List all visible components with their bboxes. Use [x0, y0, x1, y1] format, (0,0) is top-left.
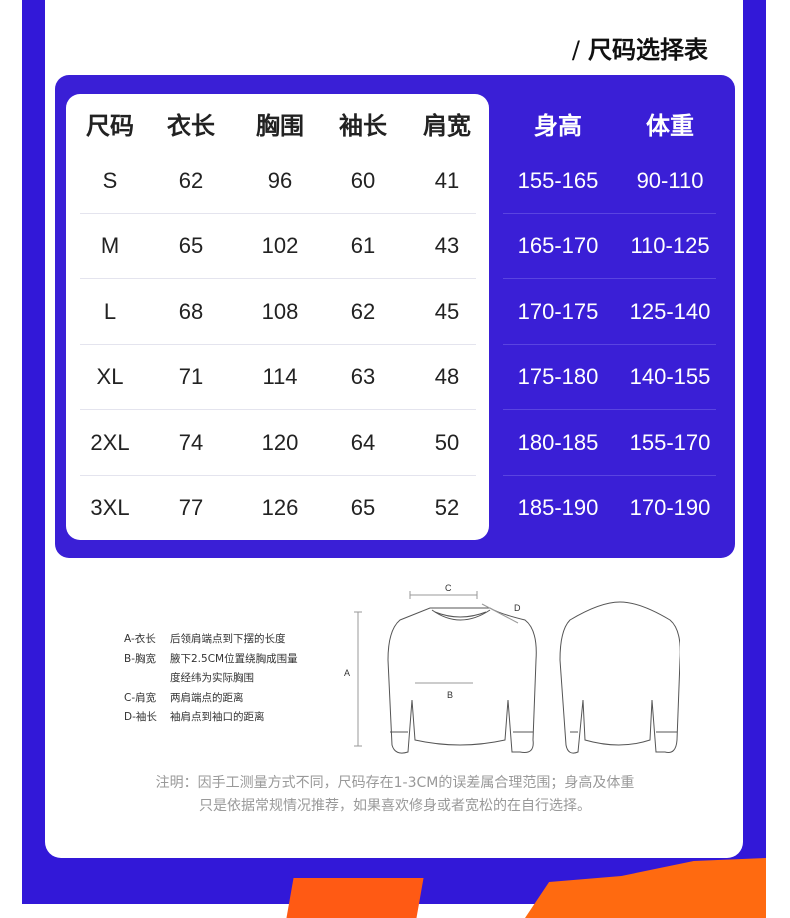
row-divider: [80, 409, 476, 411]
table-cell: 3XL: [90, 495, 130, 520]
table-cell: 64: [350, 429, 376, 455]
column-header: 胸围: [256, 112, 304, 140]
table-cell: 180-185: [517, 429, 599, 455]
table-cell: 170-190: [629, 495, 711, 520]
table-cell: 2XL: [90, 429, 130, 455]
row-divider: [80, 213, 476, 214]
table-cell: 52: [434, 495, 460, 520]
table-cell: 90-110: [636, 168, 704, 193]
table-cell: 68: [178, 298, 204, 324]
table-cell: 126: [261, 495, 299, 520]
column-header: 衣长: [167, 112, 215, 140]
row-divider: [503, 474, 716, 476]
column-header: 身高: [534, 112, 582, 140]
row-divider: [80, 474, 476, 476]
title-text: 尺码选择表: [588, 36, 708, 64]
legend-item: C-肩宽 两肩端点的距离: [124, 691, 244, 704]
label-a: A: [344, 668, 350, 678]
table-cell: L: [103, 298, 117, 324]
table-cell: 77: [178, 495, 204, 520]
row-divider: [503, 343, 716, 345]
row-divider: [80, 278, 476, 280]
legend-item: D-袖长 袖肩点到袖口的距离: [124, 711, 265, 723]
table-cell: 165-170: [517, 233, 599, 259]
table-cell: 155-170: [629, 429, 711, 455]
table-cell: 185-190: [517, 495, 599, 520]
note-line: 注明：因手工测量方式不同，尺码存在1-3CM的误差属合理范围；身高及体重: [155, 775, 635, 791]
table-cell: 65: [178, 233, 204, 259]
table-cell: 62: [178, 168, 204, 193]
legend-item: A-衣长 后领肩端点到下摆的长度: [124, 633, 286, 645]
column-header: 体重: [646, 112, 694, 140]
table-cell: 96: [267, 168, 293, 193]
legend-item: B-胸宽 腋下2.5CM位置绕胸成围量: [124, 652, 298, 665]
measurement-legend: A-衣长 后领肩端点到下摆的长度 B-胸宽 腋下2.5CM位置绕胸成围量 度经纬为实…: [124, 630, 298, 728]
footnote: 注明：因手工测量方式不同，尺码存在1-3CM的误差属合理范围；身高及体重 只是依…: [0, 772, 790, 818]
label-b: B: [447, 690, 453, 700]
column-header: 袖长: [339, 112, 387, 140]
table-cell: XL: [96, 364, 124, 390]
table-cell: 114: [262, 364, 298, 390]
page-title: / 尺码选择表: [571, 36, 708, 64]
table-cell: 170-175: [517, 298, 599, 324]
table-cell: 41: [434, 168, 460, 193]
table-cell: 50: [434, 429, 460, 455]
table-cell: 65: [350, 495, 376, 520]
size-table-main: [66, 94, 489, 540]
note-line: 只是依据常规情况推荐，如果喜欢修身或者宽松的在自行选择。: [199, 798, 591, 814]
column-header: 尺码: [86, 112, 134, 140]
column-header: 肩宽: [423, 112, 471, 140]
table-cell: 108: [261, 298, 299, 324]
table-cell: 60: [350, 168, 376, 193]
table-cell: M: [100, 233, 120, 259]
size-table: [55, 75, 735, 558]
table-cell: 71: [178, 364, 204, 390]
table-cell: 125-140: [629, 298, 711, 324]
shirt-diagram: A C D B: [344, 583, 680, 754]
row-divider: [503, 213, 716, 214]
table-cell: 110-125: [630, 233, 710, 259]
table-cell: 43: [434, 233, 460, 259]
row-divider: [503, 409, 716, 411]
table-cell: 102: [261, 233, 299, 259]
table-cell: 62: [350, 298, 376, 324]
table-cell: 61: [350, 233, 376, 259]
table-cell: 74: [178, 429, 204, 455]
table-cell: 155-165: [517, 168, 599, 193]
label-d: D: [514, 603, 521, 613]
row-divider: [503, 278, 716, 280]
table-cell: 45: [434, 298, 460, 324]
table-cell: 140-155: [629, 364, 711, 390]
label-c: C: [445, 583, 452, 593]
row-divider: [80, 343, 476, 345]
decor-shape: [286, 878, 424, 918]
table-cell: 120: [261, 429, 299, 455]
table-cell: 48: [434, 364, 460, 390]
legend-item-cont: 度经纬为实际胸围: [170, 672, 254, 684]
table-cell: 63: [350, 364, 376, 390]
table-cell: 175-180: [517, 364, 599, 390]
table-cell: S: [102, 168, 118, 193]
